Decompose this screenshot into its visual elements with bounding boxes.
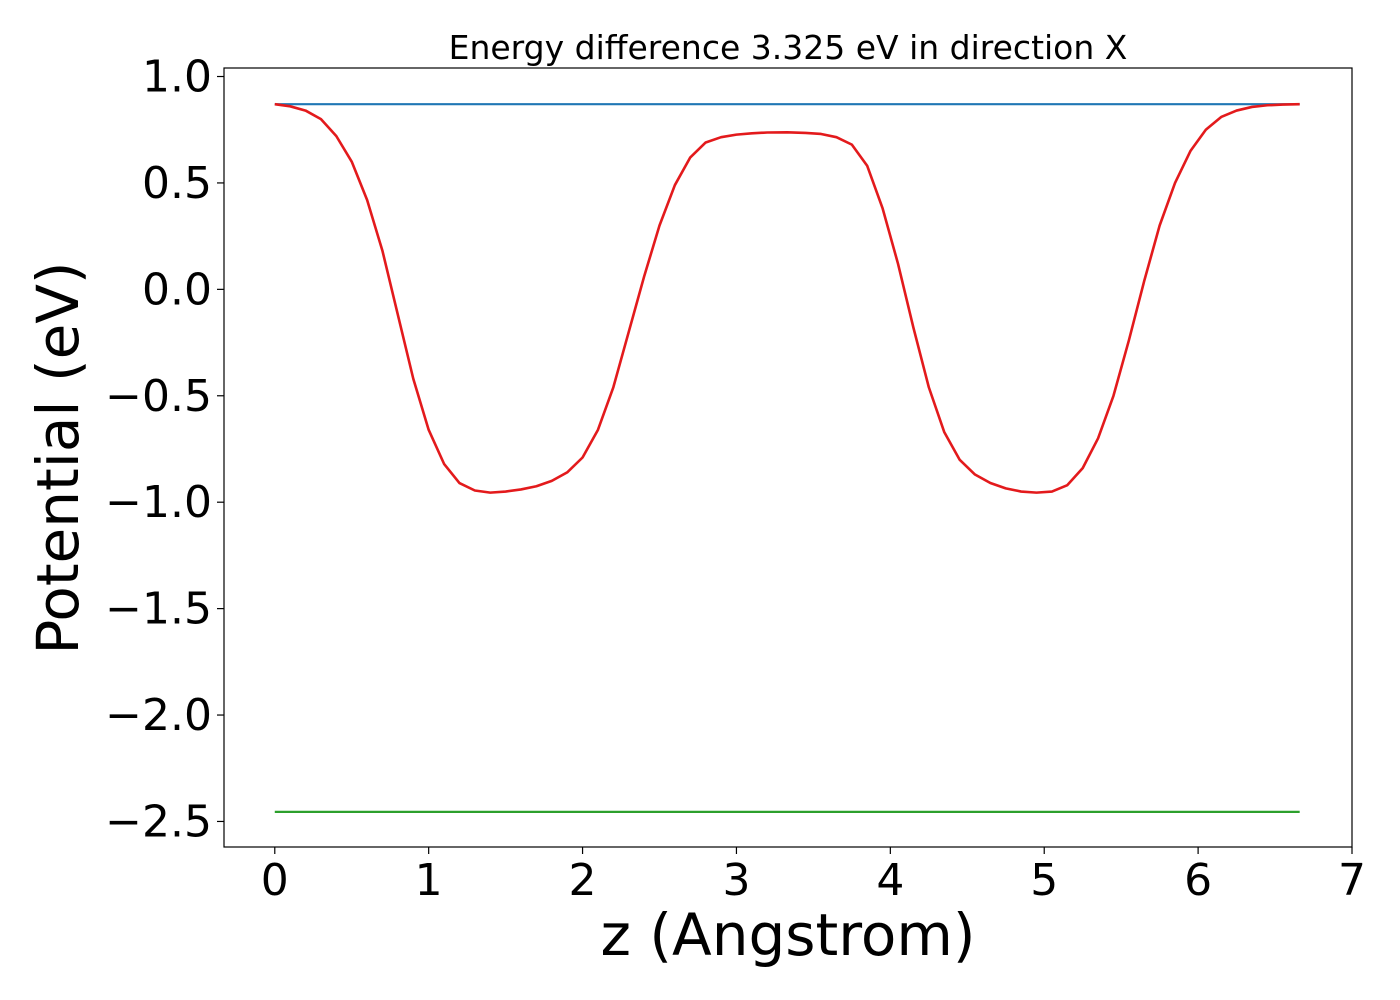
y-tick-label: −0.5: [105, 371, 212, 422]
y-axis: 1.0 0.5 0.0 −0.5 −1.0 −1.5 −2.0 −2.5: [105, 52, 224, 847]
series-layer: [274, 102, 1300, 813]
y-axis-label: Potential (eV): [24, 261, 92, 654]
x-axis: 0 1 2 3 4 5 6 7: [261, 847, 1366, 906]
plot-frame: [223, 67, 1353, 848]
y-tick-label: 0.0: [142, 264, 212, 315]
x-tick-label: 4: [876, 855, 904, 906]
x-tick-label: 5: [1030, 855, 1058, 906]
x-tick-label: 7: [1338, 855, 1366, 906]
y-tick-label: −1.0: [105, 477, 212, 528]
series-line-2: [274, 102, 1300, 494]
chart-title: Energy difference 3.325 eV in direction …: [449, 28, 1128, 67]
y-tick-label: 1.0: [142, 52, 212, 103]
x-tick-label: 2: [569, 855, 597, 906]
x-tick-label: 3: [722, 855, 750, 906]
x-tick-label: 0: [261, 855, 289, 906]
x-tick-label: 1: [415, 855, 443, 906]
y-tick-label: −2.5: [105, 796, 212, 847]
y-tick-label: −1.5: [105, 584, 212, 635]
x-axis-label: z (Angstrom): [601, 901, 976, 969]
x-tick-label: 6: [1184, 855, 1212, 906]
y-tick-label: −2.0: [105, 690, 212, 741]
y-tick-label: 0.5: [142, 158, 212, 209]
